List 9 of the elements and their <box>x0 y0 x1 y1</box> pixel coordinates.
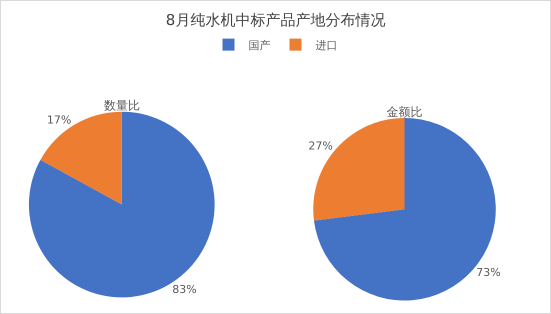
data-label: 83% <box>172 282 197 296</box>
slice-label: 数量比 <box>104 98 140 113</box>
slice-label: 金额比 <box>386 104 423 119</box>
legend-label: 国产 <box>248 38 270 52</box>
data-label: 27% <box>308 140 333 153</box>
data-label: 73% <box>476 266 501 279</box>
data-label: 17% <box>46 113 72 126</box>
legend-label: 进口 <box>316 38 338 52</box>
chart-title: 8月纯水机中标产品产地分布情况 <box>166 10 386 29</box>
